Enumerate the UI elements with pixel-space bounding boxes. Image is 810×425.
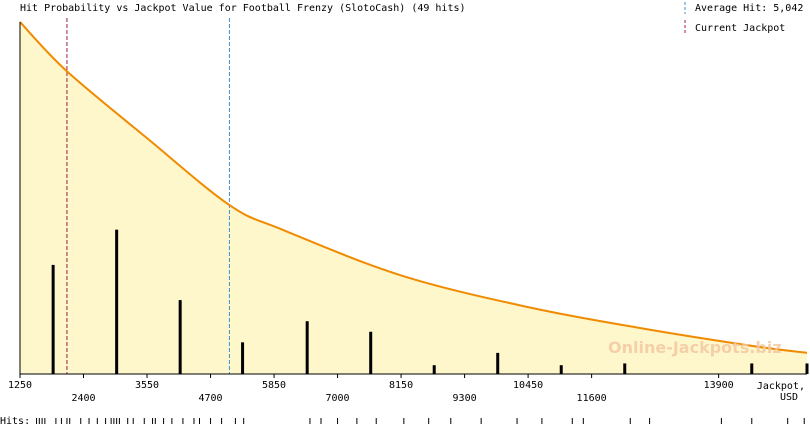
- legend-average-label: Average Hit: 5,042: [695, 3, 803, 14]
- histogram-bar: [51, 264, 55, 374]
- histogram-bar: [750, 363, 754, 374]
- x-tick-label: 10450: [513, 380, 543, 391]
- x-tick-label: 7000: [326, 393, 350, 404]
- probability-curve: [19, 21, 808, 354]
- histogram-bar: [496, 352, 500, 374]
- x-tick-label: 2400: [71, 393, 95, 404]
- x-axis-label-line2: USD: [780, 392, 798, 403]
- histogram-bar: [178, 300, 182, 374]
- chart-title: Hit Probability vs Jackpot Value for Foo…: [20, 3, 466, 14]
- histogram-bar: [369, 331, 373, 374]
- x-tick-label: 4700: [198, 393, 222, 404]
- watermark: Online-Jackpots.biz: [608, 338, 782, 357]
- x-tick-label: 1250: [8, 380, 32, 391]
- histogram-bar: [623, 363, 627, 374]
- histogram-bar: [241, 342, 245, 374]
- x-tick-label: 9300: [453, 393, 477, 404]
- histogram-bar: [559, 365, 563, 374]
- histogram-bar: [305, 321, 309, 374]
- x-axis-label-line1: Jackpot,: [757, 381, 805, 392]
- histogram-bar: [805, 363, 809, 374]
- probability-area: [20, 22, 807, 374]
- hits-label: Hits:: [0, 416, 30, 425]
- x-tick-label: 5850: [262, 380, 286, 391]
- x-tick-label: 11600: [577, 393, 607, 404]
- histogram-bar: [432, 365, 436, 374]
- histogram-bar: [115, 229, 119, 374]
- x-tick-label: 8150: [389, 380, 413, 391]
- x-tick-label: 13900: [704, 380, 734, 391]
- x-tick-label: 3550: [135, 380, 159, 391]
- legend-current-label: Current Jackpot: [695, 23, 785, 34]
